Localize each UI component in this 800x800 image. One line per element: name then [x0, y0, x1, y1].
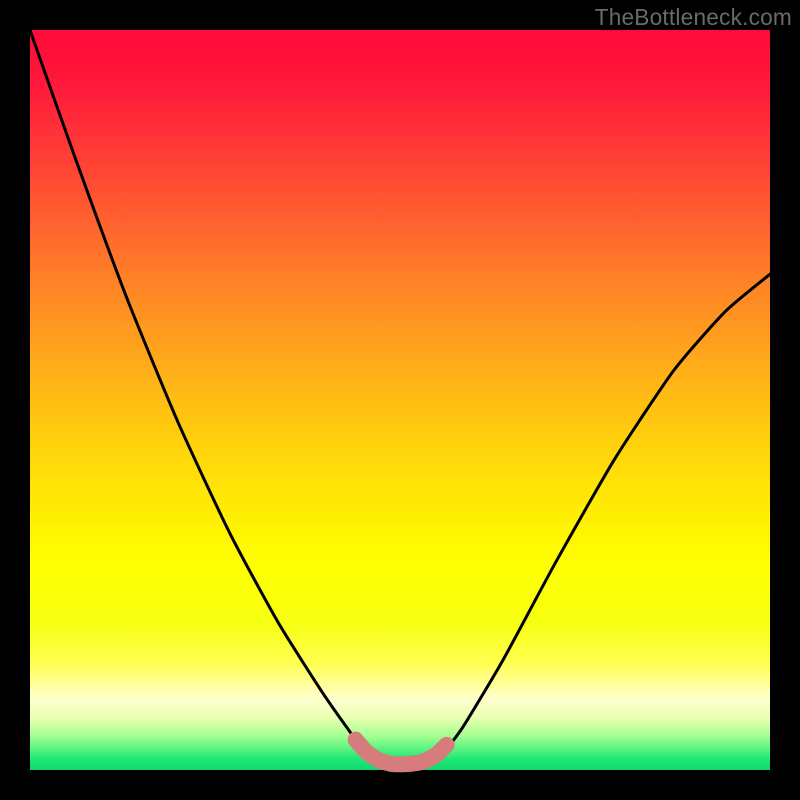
bottleneck-chart [0, 0, 800, 800]
chart-stage: TheBottleneck.com [0, 0, 800, 800]
gradient-plot-area [30, 30, 770, 770]
watermark-text: TheBottleneck.com [595, 4, 792, 31]
